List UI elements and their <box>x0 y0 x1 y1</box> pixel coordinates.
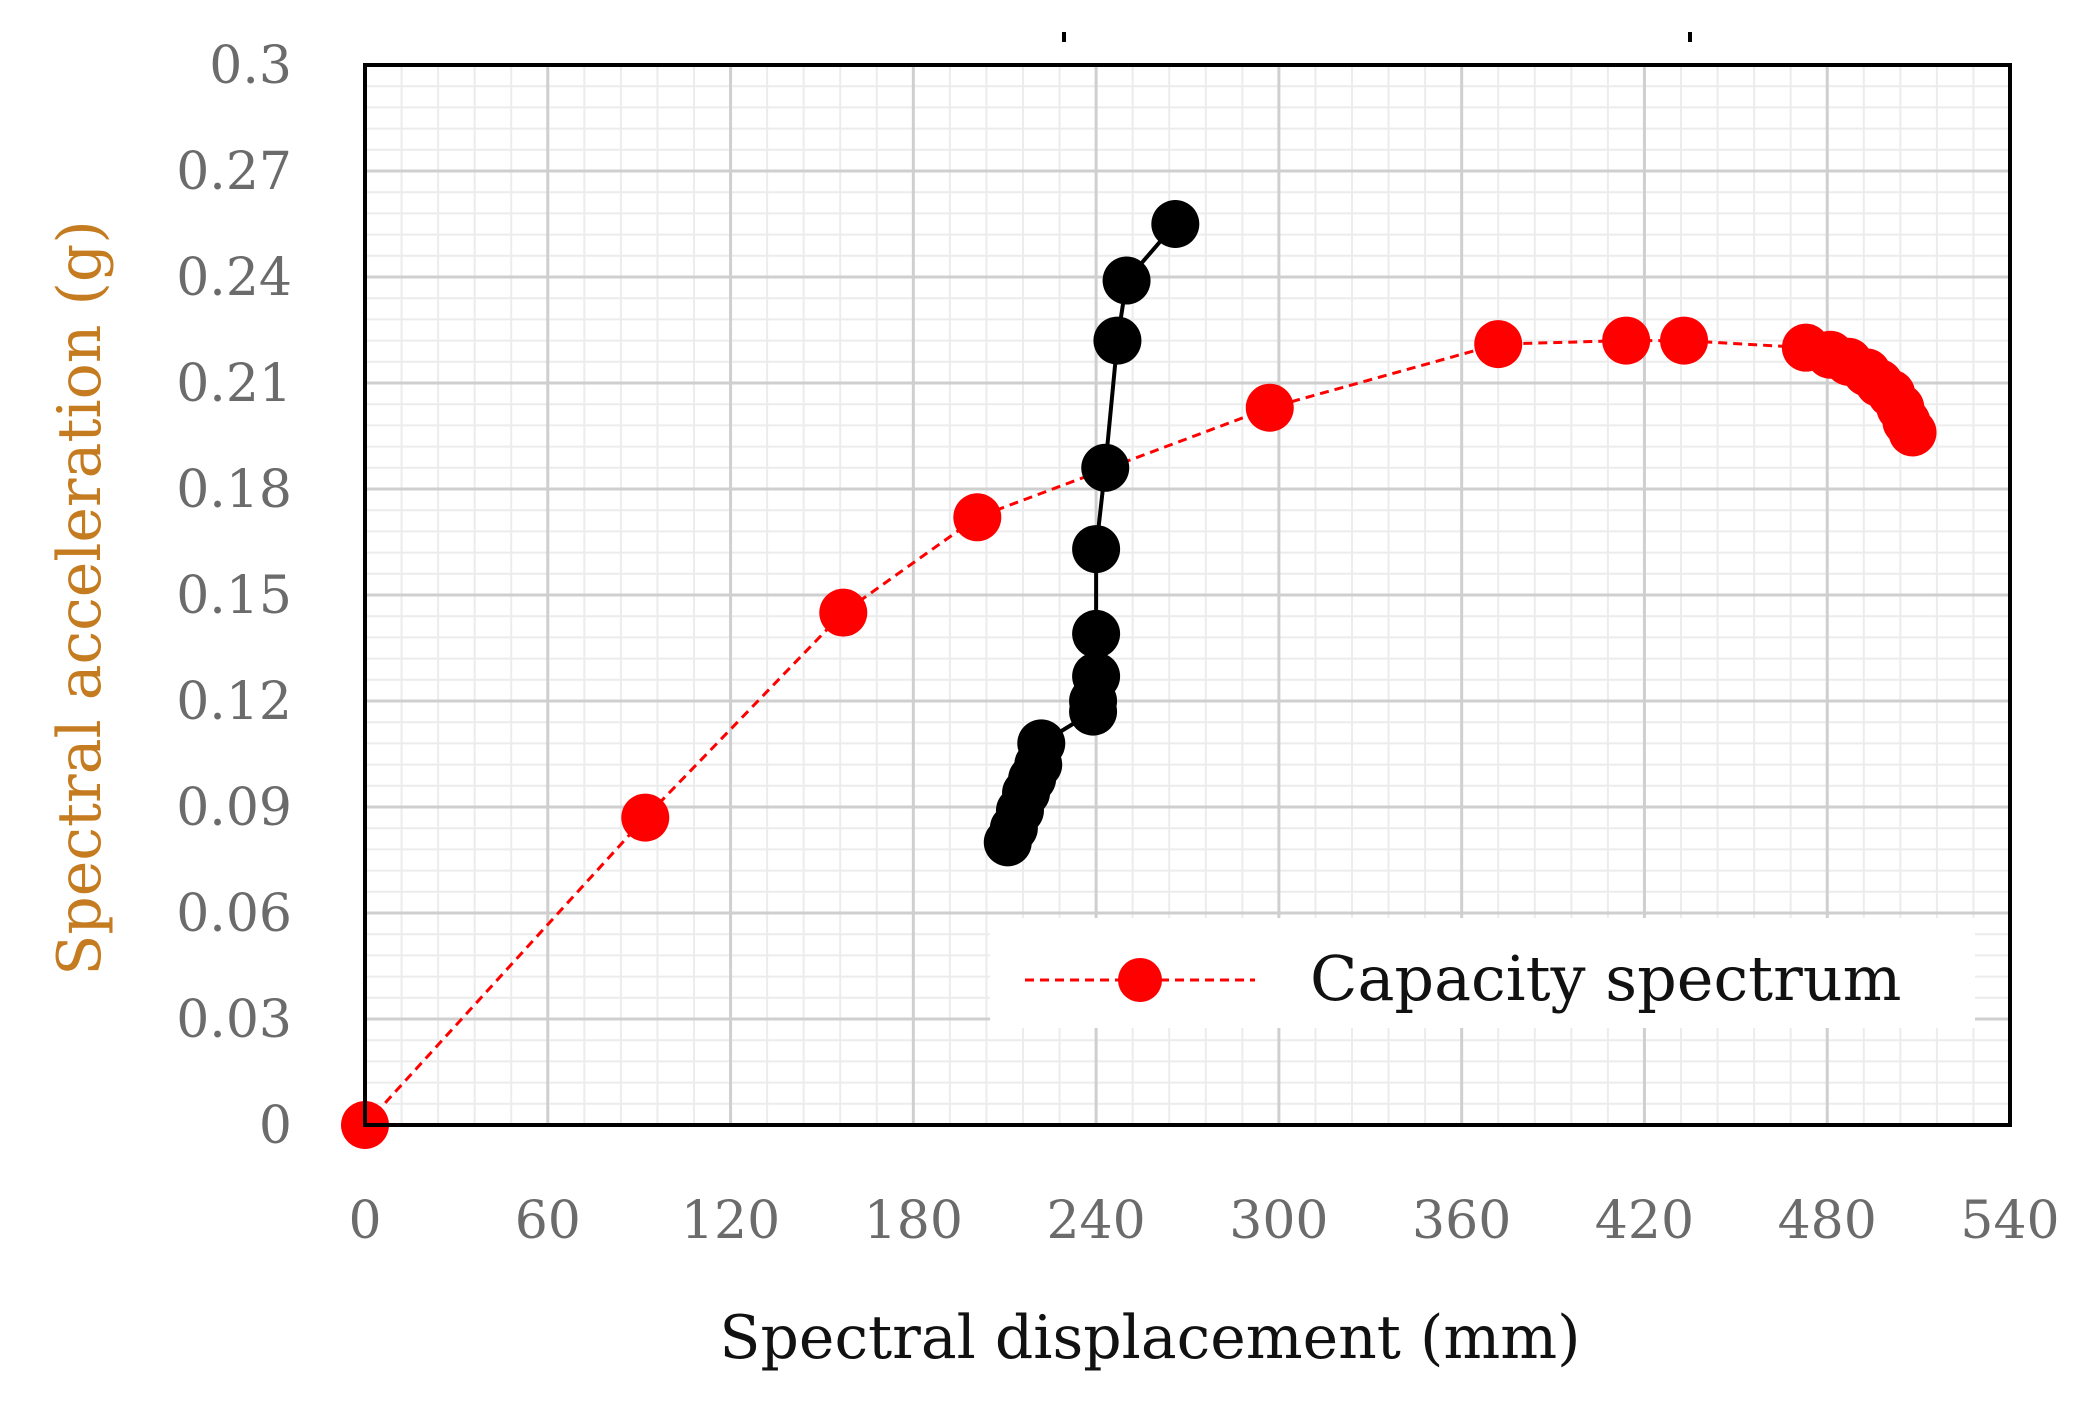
data-point-series-1 <box>621 793 670 842</box>
y-tick-label: 0.09 <box>176 778 292 838</box>
y-tick-label: 0.21 <box>176 354 292 414</box>
legend-label: Capacity spectrum <box>1310 942 1901 1015</box>
plot-area-frame <box>363 63 2012 1127</box>
data-point-series-2 <box>983 818 1032 867</box>
x-tick-label: 360 <box>1412 1191 1511 1251</box>
x-axis-title: Spectral displacement (mm) <box>719 1303 1580 1373</box>
data-point-series-2 <box>1151 200 1200 248</box>
x-tick-label: 240 <box>1046 1191 1145 1251</box>
y-tick-label: 0.03 <box>176 990 292 1050</box>
x-tick-labels: 0 60 120 180 240 300 360 420 480 540 <box>348 1191 2059 1251</box>
x-tick-label: 420 <box>1595 1191 1694 1251</box>
legend-marker-swatch <box>1118 958 1162 1002</box>
x-tick-label: 300 <box>1229 1191 1328 1251</box>
data-point-series-1 <box>953 493 1002 542</box>
data-point-series-2 <box>1072 609 1121 658</box>
y-tick-label: 0.27 <box>176 142 292 202</box>
series-layer <box>341 200 1937 1149</box>
legend: Capacity spectrum <box>990 918 1975 1028</box>
data-point-series-1 <box>1888 408 1937 457</box>
data-point-series-2 <box>1102 256 1151 305</box>
x-tick-label: 120 <box>681 1191 780 1251</box>
data-point-series-1 <box>1474 320 1523 369</box>
y-tick-label: 0.18 <box>176 460 292 520</box>
y-tick-label: 0.24 <box>176 248 292 308</box>
data-point-series-1 <box>1245 383 1294 432</box>
x-tick-label: 480 <box>1778 1191 1877 1251</box>
x-tick-label: 60 <box>515 1191 581 1251</box>
x-tick-label: 540 <box>1960 1191 2059 1251</box>
series-line-1 <box>363 339 1914 1127</box>
data-point-series-2 <box>1072 525 1121 574</box>
y-tick-label: 0.06 <box>176 884 292 944</box>
y-tick-labels: 0 0.03 0.06 0.09 0.12 0.15 0.18 0.21 0.24 0.27 0.3 <box>176 36 292 1156</box>
data-point-series-2 <box>1081 443 1130 492</box>
x-tick-label: 0 <box>348 1191 381 1251</box>
y-axis-title: Spectral acceleration (g) <box>45 220 115 975</box>
y-tick-label: 0 <box>259 1096 292 1156</box>
data-point-series-2 <box>1093 316 1142 365</box>
y-tick-label: 0.3 <box>209 36 292 96</box>
x-tick-label: 180 <box>864 1191 963 1251</box>
data-point-series-1 <box>1602 316 1651 365</box>
data-point-series-2 <box>1069 687 1118 736</box>
y-tick-label: 0.12 <box>176 672 292 732</box>
data-point-series-1 <box>1660 316 1709 365</box>
data-point-series-1 <box>819 588 868 637</box>
y-tick-label: 0.15 <box>176 566 292 626</box>
